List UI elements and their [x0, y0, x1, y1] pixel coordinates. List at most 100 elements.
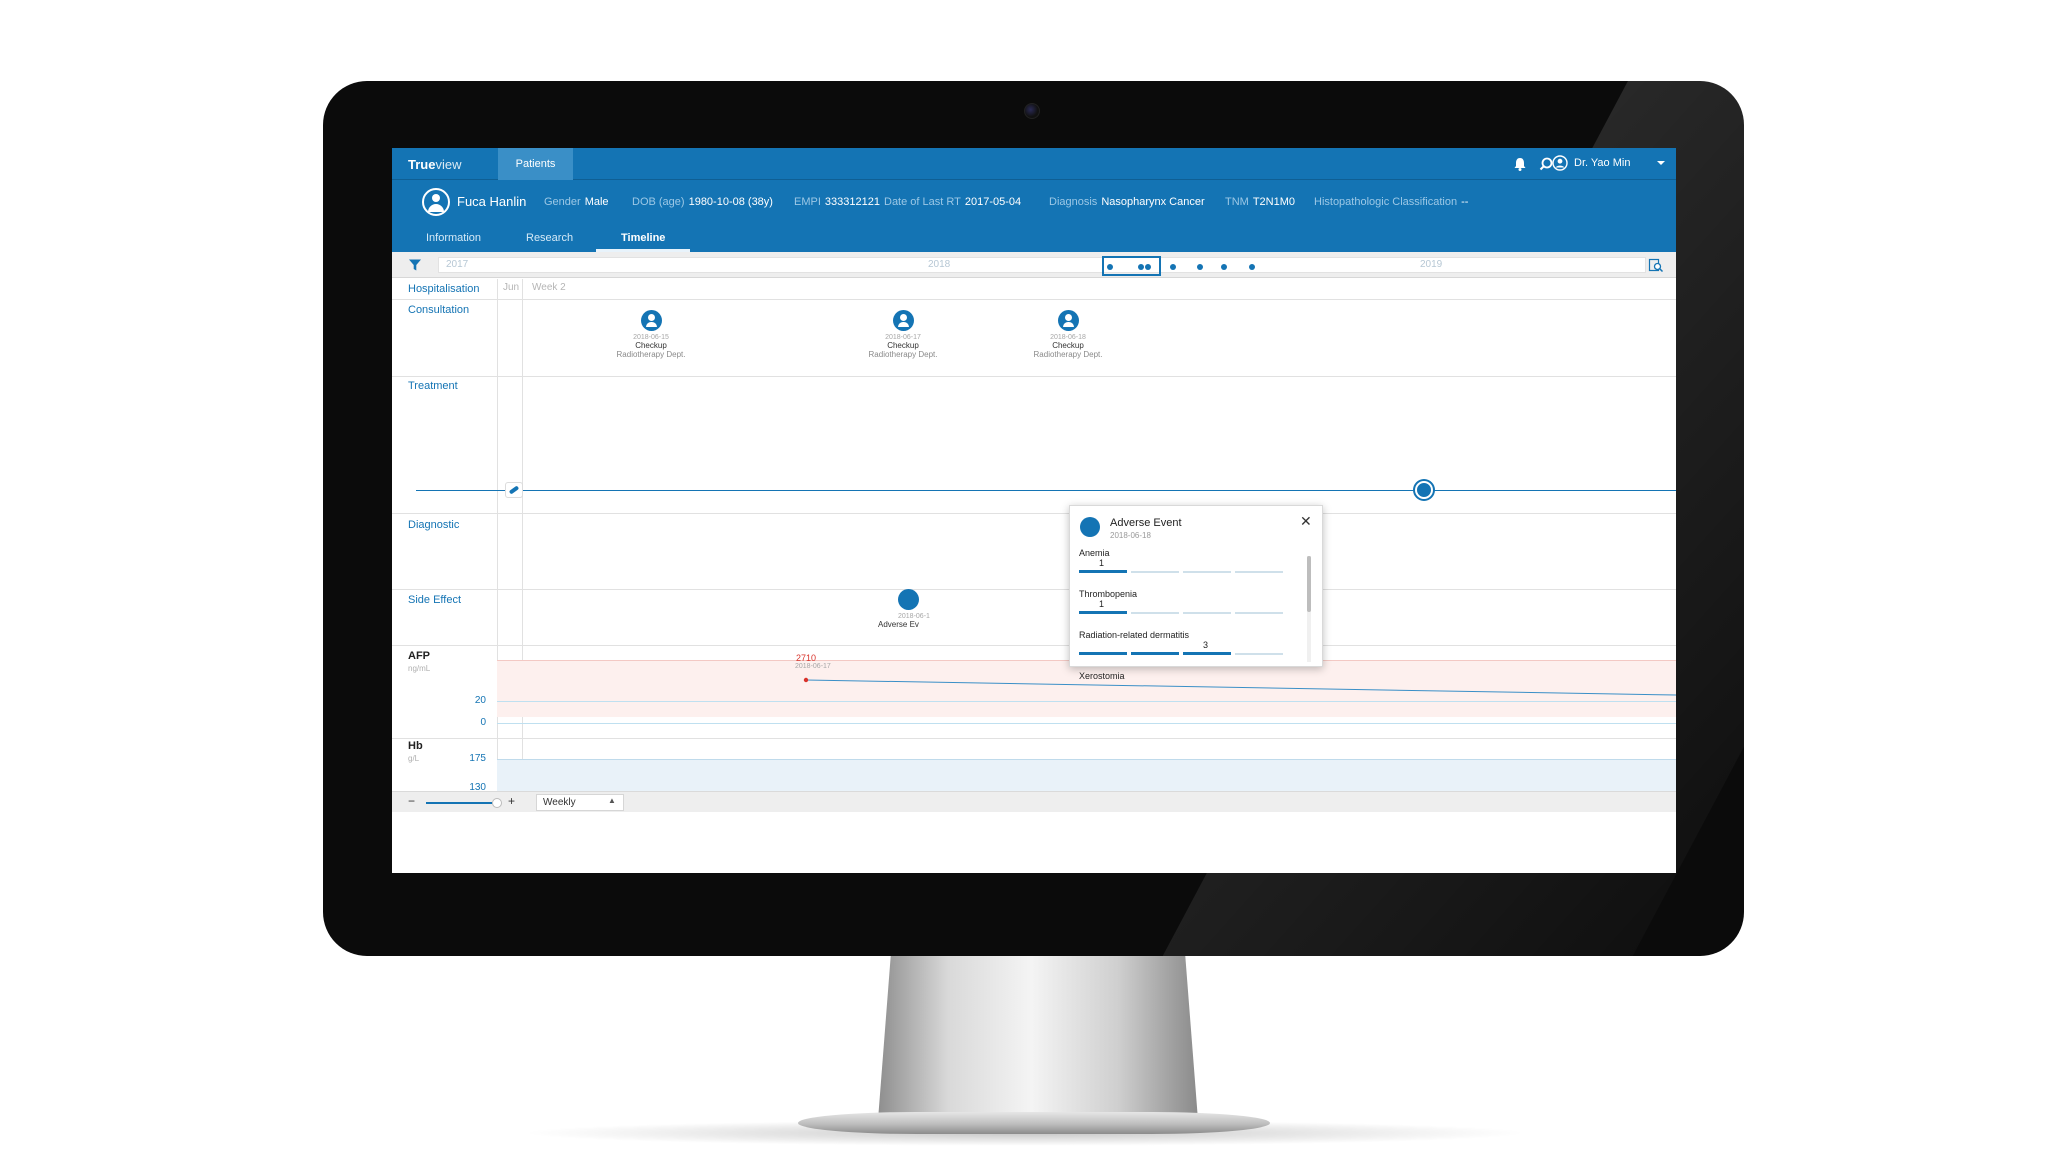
monitor-base	[798, 1112, 1270, 1134]
afp-trend-chart	[803, 677, 1676, 696]
timeline-event-dot[interactable]	[1170, 264, 1176, 270]
app-screen: Trueview Patients Dr. Yao Min Fuca Hanli…	[392, 148, 1676, 873]
timeline-event-dot[interactable]	[1138, 264, 1144, 270]
overview-track[interactable]	[438, 257, 1646, 273]
event-date: 2018-06-18	[1050, 334, 1086, 341]
patient-gender: Gender Male	[544, 196, 609, 208]
ae-grade: 1	[1099, 558, 1105, 568]
ae-name: Thrombopenia	[1079, 589, 1138, 599]
afp-data-point	[803, 677, 809, 683]
user-menu[interactable]: Dr. Yao Min	[1552, 155, 1666, 171]
week-header: Week 2	[532, 282, 566, 293]
row-divider	[392, 513, 1676, 514]
lab-name-afp: AFP	[408, 650, 430, 662]
active-tab-indicator	[596, 249, 690, 252]
event-date: 2018-06-1	[898, 613, 930, 620]
tab-research[interactable]: Research	[526, 232, 574, 244]
consultation-event[interactable]: 2018-06-18 Checkup Radiotherapy Dept.	[1023, 310, 1113, 359]
tab-information[interactable]: Information	[426, 232, 482, 244]
row-divider	[392, 589, 1676, 590]
row-label-diagnostic: Diagnostic	[408, 519, 460, 531]
ae-grade-bar	[1235, 612, 1283, 614]
close-icon[interactable]: ✕	[1300, 513, 1312, 529]
ae-name: Anemia	[1079, 548, 1110, 558]
search-icon[interactable]	[1538, 156, 1554, 172]
user-name: Dr. Yao Min	[1574, 157, 1631, 169]
afp-tick: 0	[480, 717, 486, 728]
patient-tnm: TNM T2N1M0	[1225, 196, 1296, 208]
label-column-divider	[497, 279, 498, 794]
year-label: 2017	[446, 259, 469, 270]
period-select[interactable]: Weekly	[536, 794, 624, 811]
event-dept: Radiotherapy Dept.	[868, 350, 938, 359]
patient-header: Fuca Hanlin Gender Male DOB (age) 1980-10-…	[392, 180, 1676, 252]
timeline-event-dot[interactable]	[1249, 264, 1255, 270]
caret-up-icon[interactable]: ▲	[608, 796, 616, 805]
adverse-event-icon	[1080, 517, 1100, 537]
zoom-slider-track[interactable]	[426, 802, 492, 804]
event-title: Checkup	[1052, 341, 1084, 350]
popup-scrollbar-thumb[interactable]	[1307, 556, 1311, 612]
consultation-icon	[1057, 310, 1079, 331]
timeline-event-dot[interactable]	[1107, 264, 1113, 270]
event-dept: Radiotherapy Dept.	[616, 350, 686, 359]
timeline-rows: Jun Week 2 Hospitalisation Consultation …	[392, 279, 1676, 799]
zoom-slider-handle[interactable]	[492, 798, 502, 808]
timeline-range-window[interactable]	[1102, 256, 1161, 276]
row-label-side-effect: Side Effect	[408, 594, 461, 606]
patient-avatar-icon	[422, 188, 450, 216]
adverse-event-item: Radiation-related dermatitis 3	[1079, 630, 1294, 655]
row-label-treatment: Treatment	[408, 380, 458, 392]
brand-logo[interactable]: Trueview	[408, 157, 462, 172]
timeline-event-dot[interactable]	[1197, 264, 1203, 270]
afp-abnormal-range	[497, 660, 1676, 717]
timeline-event-dot[interactable]	[1221, 264, 1227, 270]
event-title: Adverse Ev	[878, 620, 919, 629]
ae-grade-bar	[1131, 571, 1179, 573]
row-label-consultation: Consultation	[408, 304, 470, 316]
popup-title: Adverse Event	[1110, 517, 1182, 529]
row-divider	[392, 376, 1676, 377]
zoom-search-icon[interactable]	[1648, 258, 1664, 273]
ae-grade-bar	[1079, 570, 1127, 573]
patient-dob: DOB (age) 1980-10-08 (38y)	[632, 196, 773, 208]
filter-icon[interactable]	[408, 258, 422, 272]
afp-trend-line	[805, 679, 1676, 696]
zoom-toolbar: − + Weekly ▲	[392, 791, 1676, 812]
year-label: 2019	[1420, 259, 1443, 270]
adverse-event-popup: Adverse Event 2018-06-18 ✕ Anemia 1 Thro…	[1069, 505, 1323, 681]
chevron-down-icon[interactable]	[1656, 158, 1666, 168]
lab-name-hb: Hb	[408, 740, 423, 752]
nav-tab-patients[interactable]: Patients	[498, 148, 573, 180]
week-divider	[522, 279, 523, 794]
ae-grade-bar	[1131, 612, 1179, 614]
event-dept: Radiotherapy Dept.	[1033, 350, 1103, 359]
afp-tick: 20	[474, 695, 486, 706]
ae-name: Radiation-related dermatitis	[1079, 630, 1190, 640]
afp-reference-line	[497, 701, 1676, 702]
treatment-course-line[interactable]	[416, 490, 1676, 491]
event-date: 2018-06-17	[885, 334, 921, 341]
tab-timeline[interactable]: Timeline	[621, 232, 666, 244]
ae-grade-bar	[1131, 652, 1179, 655]
zoom-in-button[interactable]: +	[508, 794, 516, 808]
row-divider	[392, 645, 1676, 646]
consultation-event[interactable]: 2018-06-15 Checkup Radiotherapy Dept.	[606, 310, 696, 359]
ae-grade-bar	[1235, 653, 1283, 655]
ae-name: Xerostomia	[1079, 671, 1125, 681]
bell-icon[interactable]	[1512, 156, 1528, 172]
consultation-event[interactable]: 2018-06-17 Checkup Radiotherapy Dept.	[858, 310, 948, 359]
adverse-event-item: Xerostomia	[1079, 671, 1294, 681]
popup-date: 2018-06-18	[1110, 531, 1151, 540]
side-effect-event[interactable]: 2018-06-1 Adverse Ev	[878, 589, 948, 629]
pill-icon[interactable]	[505, 482, 523, 498]
afp-value-label: 2710	[796, 653, 817, 663]
patient-name: Fuca Hanlin	[457, 194, 527, 209]
hb-tick: 130	[469, 782, 486, 793]
treatment-end-marker[interactable]	[1415, 481, 1433, 499]
afp-baseline	[497, 723, 1676, 724]
timeline-event-dot[interactable]	[1145, 264, 1151, 270]
patient-last-rt: Date of Last RT 2017-05-04	[884, 196, 1022, 208]
lab-unit-afp: ng/mL	[408, 664, 431, 673]
zoom-out-button[interactable]: −	[408, 794, 416, 808]
